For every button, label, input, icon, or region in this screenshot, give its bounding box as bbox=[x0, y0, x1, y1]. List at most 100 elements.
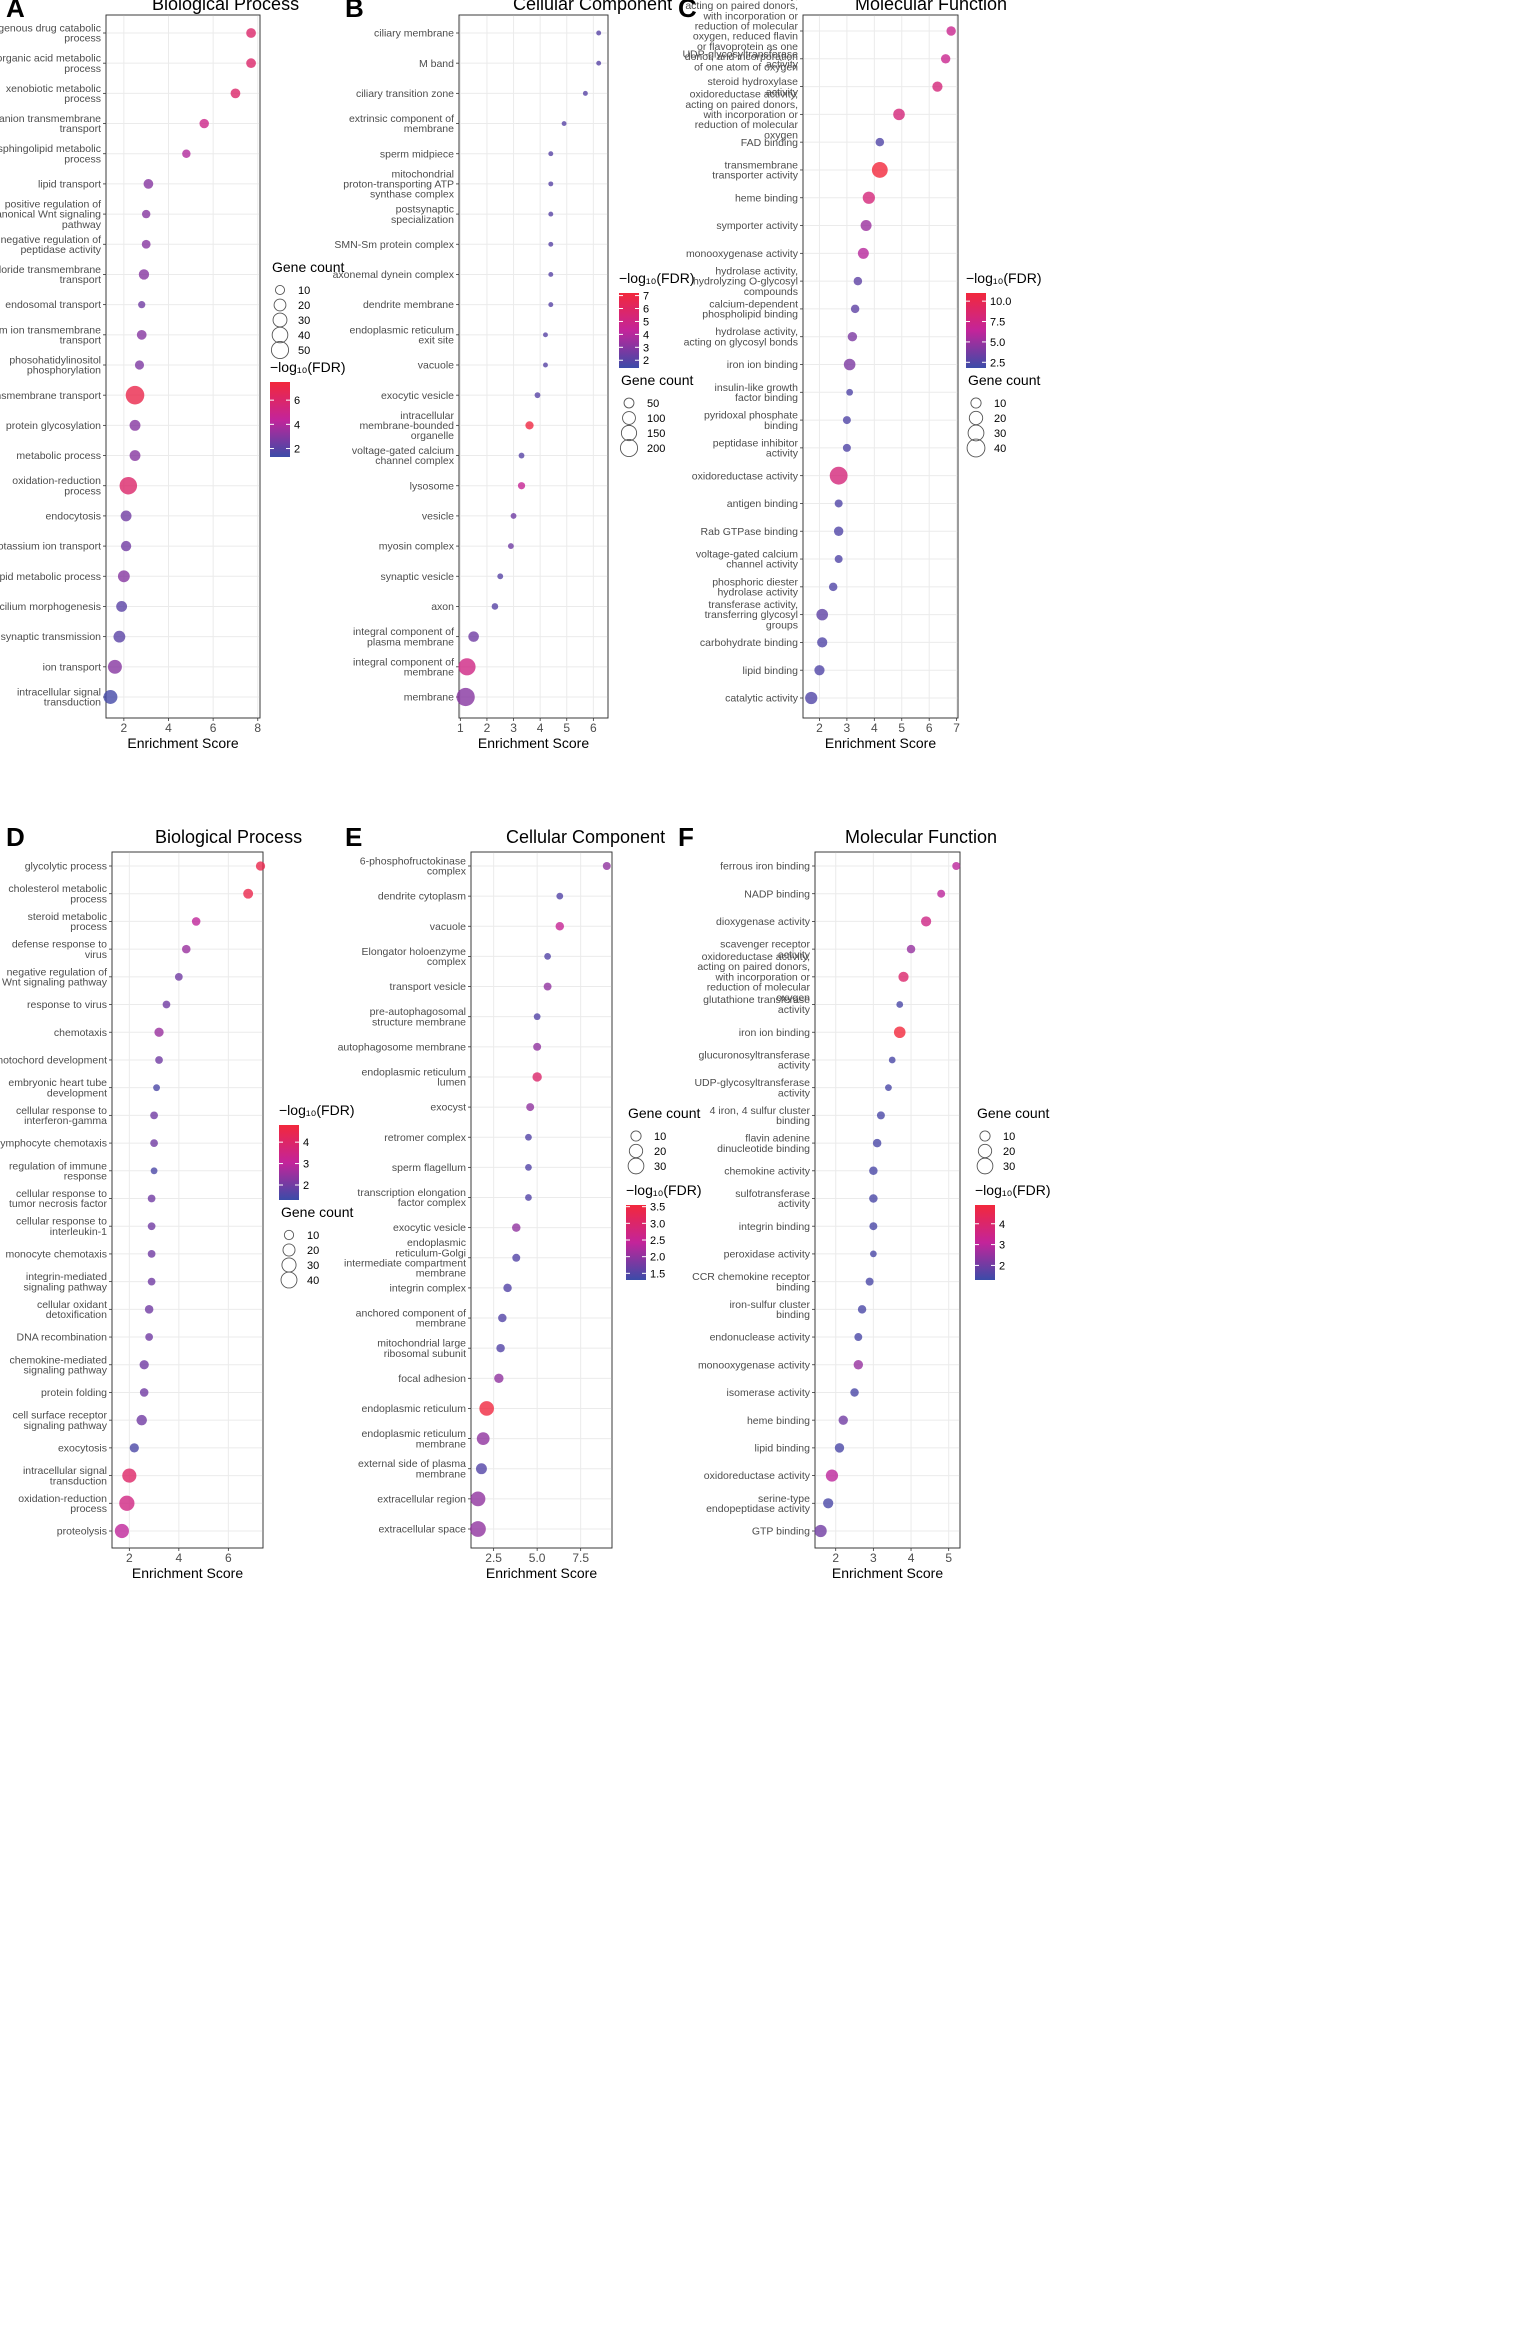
data-point bbox=[896, 1001, 904, 1008]
x-axis-title: Enrichment Score bbox=[132, 1565, 243, 1581]
y-tick-label: response to virus bbox=[27, 999, 107, 1011]
data-point bbox=[150, 1139, 158, 1147]
y-tick-label: endoplasmic reticulum lumen bbox=[362, 1066, 467, 1088]
panel-title: Biological Process bbox=[155, 827, 302, 847]
y-tick-label: glycolytic process bbox=[25, 861, 107, 873]
data-point bbox=[141, 239, 151, 249]
x-tick-label: 4 bbox=[165, 721, 172, 735]
data-point bbox=[181, 944, 191, 954]
x-tick-label: 4 bbox=[537, 721, 544, 735]
y-tick-label: chemokine-mediated signaling pathway bbox=[10, 1354, 108, 1376]
data-point bbox=[814, 1524, 827, 1538]
panel-title: Molecular Function bbox=[855, 0, 1007, 14]
x-tick-label: 3 bbox=[510, 721, 517, 735]
y-tick-label: extracellular region bbox=[377, 1493, 466, 1505]
x-tick-label: 5 bbox=[898, 721, 905, 735]
color-legend-label: 10.0 bbox=[990, 296, 1011, 308]
data-point bbox=[139, 1388, 149, 1397]
plot-frame bbox=[802, 14, 959, 719]
size-legend-label: 30 bbox=[654, 1161, 666, 1173]
data-point bbox=[155, 1056, 163, 1064]
y-tick-label: NADP binding bbox=[744, 888, 810, 900]
y-tick-label: endoplasmic reticulum exit site bbox=[350, 324, 455, 346]
data-point bbox=[869, 1166, 878, 1176]
data-point bbox=[869, 1250, 877, 1258]
data-point bbox=[862, 191, 875, 204]
color-legend-label: 4 bbox=[294, 419, 300, 431]
size-legend-key bbox=[271, 326, 289, 344]
x-axis-title: Enrichment Score bbox=[486, 1565, 597, 1581]
size-legend-label: 150 bbox=[647, 428, 665, 440]
data-point bbox=[139, 1360, 149, 1370]
size-legend-key bbox=[977, 1143, 993, 1159]
size-legend-title: Gene count bbox=[272, 259, 344, 275]
data-point bbox=[503, 1283, 512, 1293]
chart-panel-a: A Biological Process exogenous drug catabo… bbox=[0, 0, 346, 751]
x-tick-label: 2 bbox=[126, 1551, 133, 1565]
size-legend-key bbox=[270, 340, 290, 360]
panel-title: Cellular Component bbox=[506, 827, 665, 847]
data-point bbox=[468, 631, 479, 642]
x-tick-label: 6 bbox=[926, 721, 933, 735]
data-point bbox=[906, 944, 916, 954]
data-point bbox=[512, 1223, 521, 1232]
data-point bbox=[876, 1111, 885, 1120]
color-legend-label: 1.5 bbox=[650, 1268, 665, 1280]
plot-border bbox=[458, 14, 609, 719]
y-tick-label: exocytic vesicle bbox=[381, 390, 454, 402]
size-legend-key bbox=[273, 298, 287, 312]
y-tick-label: synaptic transmission bbox=[1, 631, 102, 643]
size-legend-label: 50 bbox=[298, 345, 310, 357]
data-point bbox=[860, 220, 872, 232]
data-point bbox=[230, 88, 241, 99]
data-point bbox=[526, 1103, 535, 1112]
y-tick-label: transcription elongation factor complex bbox=[357, 1187, 466, 1209]
data-point bbox=[512, 1253, 521, 1262]
data-point bbox=[129, 450, 141, 461]
y-tick-label: autophagosome membrane bbox=[338, 1041, 467, 1053]
plot-frame bbox=[458, 14, 609, 719]
data-point bbox=[458, 658, 476, 676]
x-axis-title: Enrichment Score bbox=[127, 735, 238, 751]
y-tick-label: potassium ion transport bbox=[0, 541, 101, 553]
y-tick-label: glutathione transferase activity bbox=[703, 994, 811, 1016]
data-point bbox=[869, 1222, 878, 1231]
y-tick-label: cellular response to interleukin-1 bbox=[16, 1216, 107, 1238]
data-point bbox=[494, 1373, 504, 1384]
size-legend-label: 40 bbox=[307, 1275, 319, 1287]
size-legend-label: 30 bbox=[1003, 1161, 1015, 1173]
data-point bbox=[869, 1194, 878, 1203]
data-point bbox=[829, 466, 848, 485]
size-legend-key bbox=[272, 312, 288, 328]
data-point bbox=[875, 137, 885, 147]
data-point bbox=[596, 60, 602, 66]
data-point bbox=[561, 121, 567, 126]
data-point bbox=[150, 1167, 158, 1175]
color-legend-label: 5 bbox=[643, 316, 649, 328]
data-point bbox=[117, 570, 130, 583]
x-tick-label: 2 bbox=[484, 721, 491, 735]
y-tick-label: integral component of plasma membrane bbox=[353, 626, 454, 648]
size-legend-title: Gene count bbox=[968, 372, 1040, 388]
x-axis-title: Enrichment Score bbox=[478, 735, 589, 751]
y-tick-label: transmembrane transporter activity bbox=[712, 159, 799, 181]
data-point bbox=[548, 302, 554, 308]
data-point bbox=[507, 543, 514, 550]
color-legend-label: 7.5 bbox=[990, 317, 1005, 329]
data-point bbox=[138, 269, 150, 280]
y-tick-label: anchored component of membrane bbox=[356, 1308, 466, 1330]
color-legend-bar bbox=[270, 382, 290, 457]
data-point bbox=[116, 601, 128, 612]
size-legend-label: 30 bbox=[298, 315, 310, 327]
panel-letter: E bbox=[345, 822, 362, 852]
y-tick-label: chemotaxis bbox=[54, 1027, 107, 1039]
data-point bbox=[246, 58, 256, 69]
data-point bbox=[940, 54, 951, 64]
data-point bbox=[125, 385, 145, 405]
color-legend-title: −log₁₀(FDR) bbox=[966, 270, 1042, 286]
y-tick-label: exocytic vesicle bbox=[393, 1222, 466, 1234]
data-point bbox=[147, 1222, 156, 1231]
y-tick-label: oxidoreductase activity,acting on paired… bbox=[697, 951, 810, 1004]
color-legend-bar bbox=[975, 1205, 995, 1280]
